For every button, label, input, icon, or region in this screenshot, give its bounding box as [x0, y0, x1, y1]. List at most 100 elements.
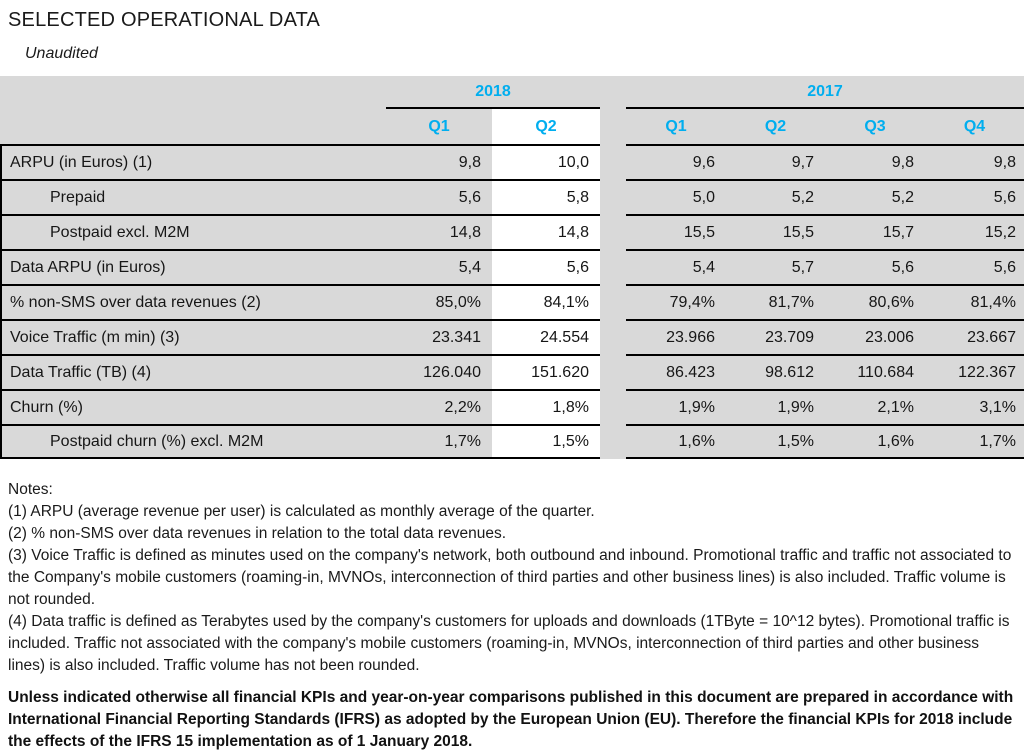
operational-data-table: 2018 2017 Q1 Q2 Q1 Q2 Q3 Q4 ARPU (in Eur… [0, 76, 1024, 459]
cell-2017-q3: 9,8 [825, 144, 925, 179]
cell-2017-q2: 1,9% [726, 389, 825, 424]
cell-2018-q2: 10,0 [492, 144, 600, 179]
cell-2017-q4: 15,2 [925, 214, 1024, 249]
quarter-header-2017-q4: Q4 [963, 117, 986, 135]
cell-2017-q2: 5,2 [726, 179, 825, 214]
cell-2018-q1: 2,2% [386, 389, 492, 424]
column-spacer [600, 319, 626, 354]
note-item-1: (1) ARPU (average revenue per user) is c… [8, 503, 595, 520]
table-row-postpaid-churn: Postpaid churn (%) excl. M2M 1,7% 1,5% 1… [0, 424, 1024, 459]
column-spacer [600, 389, 626, 424]
table-row-data-traffic: Data Traffic (TB) (4) 126.040 151.620 86… [0, 354, 1024, 389]
column-spacer [600, 109, 626, 144]
cell-2018-q2: 5,6 [492, 249, 600, 284]
cell-2017-q1: 1,9% [626, 389, 726, 424]
note-item-4: (4) Data traffic is defined as Terabytes… [8, 613, 1010, 674]
cell-2018-q1: 1,7% [386, 424, 492, 459]
cell-2018-q1: 9,8 [386, 144, 492, 179]
cell-2017-q4: 5,6 [925, 249, 1024, 284]
cell-2018-q2: 84,1% [492, 284, 600, 319]
row-label: Postpaid excl. M2M [0, 214, 386, 249]
cell-2017-q2: 23.709 [726, 319, 825, 354]
cell-2017-q2: 9,7 [726, 144, 825, 179]
column-spacer [600, 284, 626, 319]
cell-2018-q1: 23.341 [386, 319, 492, 354]
cell-2017-q3: 5,2 [825, 179, 925, 214]
quarter-header-row: Q1 Q2 Q1 Q2 Q3 Q4 [0, 109, 1024, 144]
cell-2017-q1: 15,5 [626, 214, 726, 249]
column-spacer [600, 354, 626, 389]
cell-2017-q1: 9,6 [626, 144, 726, 179]
cell-2017-q2: 81,7% [726, 284, 825, 319]
notes: Notes: (1) ARPU (average revenue per use… [0, 479, 1024, 677]
row-label: Churn (%) [0, 389, 386, 424]
table-row-arpu: ARPU (in Euros) (1) 9,8 10,0 9,6 9,7 9,8… [0, 144, 1024, 179]
table-row-churn: Churn (%) 2,2% 1,8% 1,9% 1,9% 2,1% 3,1% [0, 389, 1024, 424]
column-spacer [600, 214, 626, 249]
row-label: Data Traffic (TB) (4) [0, 354, 386, 389]
table-row-postpaid: Postpaid excl. M2M 14,8 14,8 15,5 15,5 1… [0, 214, 1024, 249]
column-spacer [600, 424, 626, 459]
cell-2017-q4: 23.667 [925, 319, 1024, 354]
column-spacer [600, 249, 626, 284]
cell-2017-q1: 1,6% [626, 424, 726, 459]
row-label: ARPU (in Euros) (1) [0, 144, 386, 179]
column-spacer [600, 179, 626, 214]
cell-2018-q2: 151.620 [492, 354, 600, 389]
year-header-row: 2018 2017 [0, 76, 1024, 109]
cell-2017-q3: 110.684 [825, 354, 925, 389]
quarter-header-2018-q1: Q1 [428, 117, 450, 135]
column-spacer [600, 76, 626, 109]
cell-2017-q4: 9,8 [925, 144, 1024, 179]
column-spacer [600, 144, 626, 179]
note-item-2: (2) % non-SMS over data revenues in rela… [8, 525, 507, 542]
quarter-header-2017-q1: Q1 [665, 117, 687, 135]
cell-2017-q2: 1,5% [726, 424, 825, 459]
quarter-header-2018-q2: Q2 [492, 109, 600, 144]
cell-2018-q1: 85,0% [386, 284, 492, 319]
cell-2017-q1: 79,4% [626, 284, 726, 319]
page-title: SELECTED OPERATIONAL DATA [8, 9, 321, 31]
cell-2017-q4: 81,4% [925, 284, 1024, 319]
cell-2017-q1: 5,4 [626, 249, 726, 284]
row-label: Data ARPU (in Euros) [0, 249, 386, 284]
row-label: Postpaid churn (%) excl. M2M [0, 424, 386, 459]
cell-2017-q4: 5,6 [925, 179, 1024, 214]
cell-2017-q3: 80,6% [825, 284, 925, 319]
row-label: Voice Traffic (m min) (3) [0, 319, 386, 354]
cell-2018-q1: 5,6 [386, 179, 492, 214]
unaudited-label: Unaudited [25, 45, 98, 62]
cell-2017-q3: 1,6% [825, 424, 925, 459]
cell-2018-q2: 1,5% [492, 424, 600, 459]
cell-2017-q3: 15,7 [825, 214, 925, 249]
table-row-voice-traffic: Voice Traffic (m min) (3) 23.341 24.554 … [0, 319, 1024, 354]
cell-2017-q2: 5,7 [726, 249, 825, 284]
cell-2017-q1: 5,0 [626, 179, 726, 214]
page-header: SELECTED OPERATIONAL DATA Unaudited [0, 0, 1024, 63]
year-header-2017: 2017 [626, 76, 1024, 109]
cell-2017-q3: 23.006 [825, 319, 925, 354]
cell-2017-q3: 5,6 [825, 249, 925, 284]
cell-2017-q4: 1,7% [925, 424, 1024, 459]
quarter-header-spacer [0, 109, 386, 144]
notes-heading: Notes: [8, 481, 53, 498]
cell-2017-q4: 122.367 [925, 354, 1024, 389]
cell-2018-q2: 14,8 [492, 214, 600, 249]
row-label: Prepaid [0, 179, 386, 214]
cell-2018-q1: 126.040 [386, 354, 492, 389]
cell-2018-q1: 5,4 [386, 249, 492, 284]
quarter-header-2017-q2: Q2 [764, 117, 787, 135]
cell-2018-q2: 24.554 [492, 319, 600, 354]
cell-2017-q1: 86.423 [626, 354, 726, 389]
cell-2017-q4: 3,1% [925, 389, 1024, 424]
row-label: % non-SMS over data revenues (2) [0, 284, 386, 319]
ifrs-disclaimer: Unless indicated otherwise all financial… [8, 689, 1014, 750]
cell-2018-q1: 14,8 [386, 214, 492, 249]
cell-2018-q2: 5,8 [492, 179, 600, 214]
cell-2017-q2: 98.612 [726, 354, 825, 389]
table-row-data-arpu: Data ARPU (in Euros) 5,4 5,6 5,4 5,7 5,6… [0, 249, 1024, 284]
table-row-prepaid: Prepaid 5,6 5,8 5,0 5,2 5,2 5,6 [0, 179, 1024, 214]
cell-2018-q2: 1,8% [492, 389, 600, 424]
year-header-spacer [0, 76, 386, 109]
